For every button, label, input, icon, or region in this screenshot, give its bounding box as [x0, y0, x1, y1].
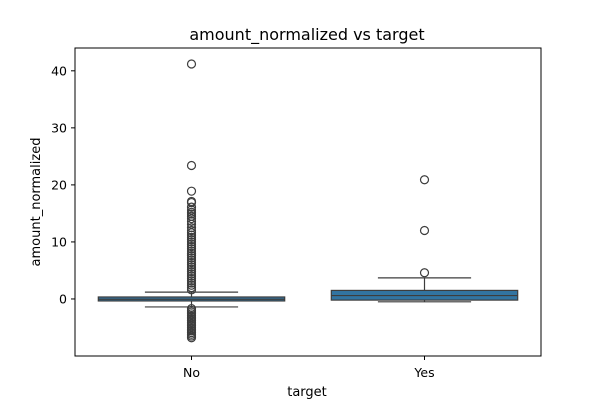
outlier-point — [186, 246, 197, 256]
outlier-point — [186, 280, 197, 290]
outlier-point — [186, 239, 197, 249]
outlier-point — [186, 225, 197, 236]
outlier-point — [186, 264, 197, 274]
outlier-point — [186, 285, 197, 295]
outlier-point — [186, 262, 197, 272]
outlier-point — [186, 160, 197, 171]
outlier-point — [186, 244, 197, 254]
chart-title: amount_normalized vs target — [189, 25, 424, 45]
outlier-point — [186, 260, 197, 270]
outlier-point — [186, 269, 197, 279]
y-tick-label: 30 — [51, 120, 67, 135]
plot-area: 0 10 20 30 40 No Yes — [51, 47, 542, 380]
outlier-point — [186, 202, 197, 212]
outlier-point — [186, 251, 197, 261]
outlier-point — [186, 278, 197, 288]
axes-frame — [74, 47, 542, 357]
y-tick-label: 20 — [51, 177, 67, 192]
outlier-point — [186, 216, 197, 226]
y-axis-label: amount_normalized — [29, 138, 44, 267]
outlier-point — [186, 235, 197, 245]
outlier-point — [186, 186, 197, 196]
outlier-point — [186, 333, 197, 343]
outlier-point — [186, 266, 197, 277]
x-tick-label: No — [183, 365, 200, 380]
outlier-point — [186, 253, 197, 263]
outlier-point — [186, 257, 197, 268]
outlier-point — [419, 175, 430, 185]
outlier-point — [186, 237, 197, 247]
outlier-point — [186, 59, 197, 69]
outlier-point — [186, 255, 197, 265]
outlier-point — [186, 230, 197, 240]
outlier-point — [186, 241, 197, 252]
outlier-point — [186, 271, 197, 281]
y-tick-label: 0 — [59, 291, 67, 306]
outlier-point — [419, 268, 430, 278]
outlier-point — [186, 232, 197, 242]
outlier-point — [186, 273, 197, 284]
outlier-point — [186, 228, 197, 238]
outlier-point — [186, 276, 197, 286]
outlier-point — [419, 225, 430, 236]
outlier-point — [186, 282, 197, 293]
x-tick-label: Yes — [413, 365, 434, 380]
y-tick-label: 10 — [51, 234, 67, 249]
x-axis-label: target — [287, 385, 327, 400]
y-tick-label: 40 — [51, 63, 67, 78]
outlier-point — [186, 213, 197, 224]
outlier-point — [186, 248, 197, 258]
